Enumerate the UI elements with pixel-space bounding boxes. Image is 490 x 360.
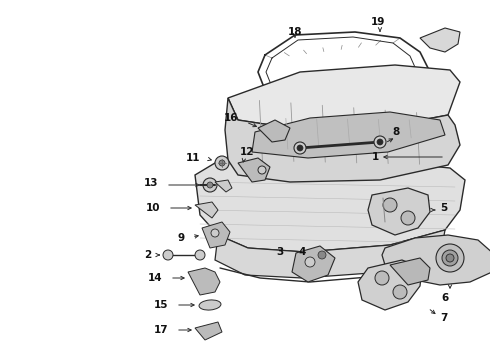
Polygon shape: [188, 268, 220, 295]
Circle shape: [219, 160, 225, 166]
Polygon shape: [252, 112, 445, 158]
Text: 12: 12: [240, 147, 254, 157]
Text: 15: 15: [153, 300, 168, 310]
Circle shape: [377, 139, 383, 145]
Circle shape: [203, 178, 217, 192]
Circle shape: [215, 156, 229, 170]
Circle shape: [318, 251, 326, 259]
Circle shape: [393, 285, 407, 299]
Text: 6: 6: [441, 293, 449, 303]
Text: 10: 10: [146, 203, 160, 213]
Polygon shape: [215, 180, 232, 192]
Text: 18: 18: [288, 27, 302, 37]
Polygon shape: [368, 188, 430, 235]
Circle shape: [446, 254, 454, 262]
Circle shape: [258, 166, 266, 174]
Text: 7: 7: [440, 313, 447, 323]
Text: 13: 13: [144, 178, 158, 188]
Polygon shape: [195, 155, 465, 252]
Ellipse shape: [199, 300, 221, 310]
Circle shape: [374, 136, 386, 148]
Polygon shape: [238, 158, 270, 182]
Circle shape: [375, 271, 389, 285]
Polygon shape: [420, 28, 460, 52]
Circle shape: [401, 211, 415, 225]
Polygon shape: [195, 322, 222, 340]
Circle shape: [211, 229, 219, 237]
Text: 17: 17: [153, 325, 168, 335]
Polygon shape: [390, 258, 430, 285]
Circle shape: [195, 250, 205, 260]
Text: 3: 3: [276, 247, 284, 257]
Circle shape: [163, 250, 173, 260]
Circle shape: [436, 244, 464, 272]
Text: 8: 8: [392, 127, 399, 137]
Polygon shape: [195, 202, 218, 218]
Circle shape: [294, 142, 306, 154]
Circle shape: [442, 250, 458, 266]
Text: 2: 2: [145, 250, 151, 260]
Text: 16: 16: [223, 113, 238, 123]
Text: 5: 5: [440, 203, 447, 213]
Polygon shape: [228, 65, 460, 128]
Text: 1: 1: [372, 152, 379, 162]
Circle shape: [383, 198, 397, 212]
Polygon shape: [258, 120, 290, 142]
Text: 11: 11: [186, 153, 200, 163]
Text: 14: 14: [147, 273, 162, 283]
Circle shape: [297, 145, 303, 151]
Polygon shape: [292, 246, 335, 282]
Circle shape: [207, 182, 213, 188]
Polygon shape: [382, 235, 490, 285]
Text: 9: 9: [178, 233, 185, 243]
Text: 4: 4: [298, 247, 306, 257]
Circle shape: [305, 257, 315, 267]
Polygon shape: [215, 230, 445, 278]
Polygon shape: [225, 98, 460, 182]
Polygon shape: [202, 222, 230, 248]
Polygon shape: [358, 260, 422, 310]
Text: 19: 19: [371, 17, 385, 27]
